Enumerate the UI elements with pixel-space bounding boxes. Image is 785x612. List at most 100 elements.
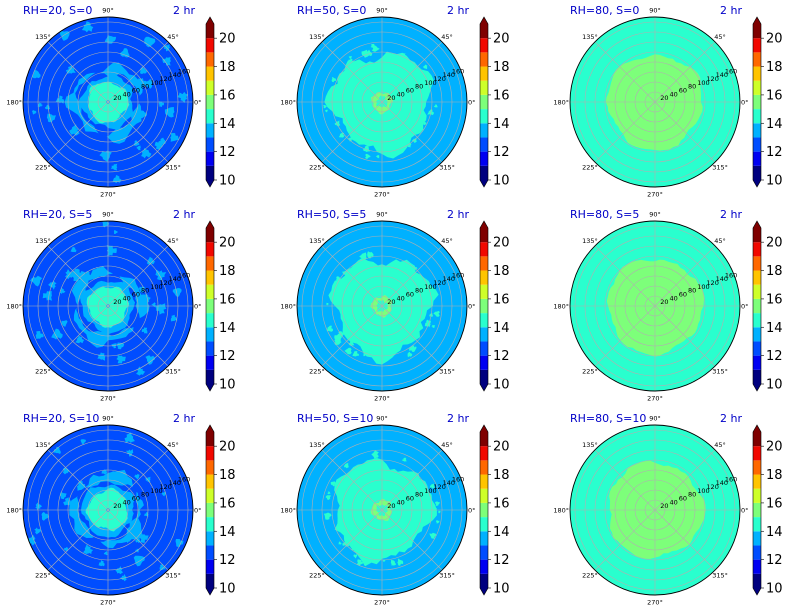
speckle — [62, 467, 70, 475]
colorbar-extend-top — [753, 17, 761, 24]
radial-tick-label: 140 — [169, 479, 181, 487]
colorbar-segment — [753, 284, 761, 299]
speckle — [414, 266, 418, 270]
angle-tick-label: 270° — [100, 394, 116, 402]
angular-gridline — [594, 449, 656, 511]
speckle — [138, 286, 146, 294]
polar-frame — [569, 220, 741, 392]
radial-tick-label: 120 — [706, 483, 718, 491]
radial-tick-label: 20 — [113, 298, 121, 306]
colorbar-tick-label: 20 — [219, 236, 236, 251]
angle-tick-label: 225° — [35, 571, 51, 579]
colorbar: 10 12 14 16 18 20 — [479, 16, 510, 189]
angular-gridline — [47, 41, 109, 103]
colorbar-tick-label: 18 — [766, 468, 783, 483]
radial-tick-label: 140 — [716, 71, 728, 79]
colorbar-segment — [206, 123, 214, 138]
angle-tick-label: 90° — [376, 414, 388, 422]
panel-title: RH=80, S=10 — [570, 412, 646, 425]
speckle — [413, 346, 417, 350]
angle-tick-label: 45° — [167, 33, 179, 41]
speckle — [136, 145, 141, 151]
colorbar-tick-label: 12 — [493, 349, 510, 364]
radial-tick-label: 100 — [150, 487, 162, 495]
colorbar-segment — [206, 355, 214, 370]
radial-tick-label: 20 — [387, 94, 395, 102]
speckle — [356, 559, 364, 566]
colorbar-extend-bottom — [480, 180, 488, 187]
radial-tick-label: 100 — [424, 79, 436, 87]
speckle — [325, 109, 328, 113]
speckle — [107, 35, 117, 44]
angular-gridline — [654, 305, 716, 367]
polar-grid — [570, 425, 740, 595]
angle-tick-label: 90° — [102, 6, 114, 14]
speckle — [427, 109, 434, 116]
colorbar-tick-label: 10 — [219, 582, 236, 597]
speckle — [338, 133, 345, 138]
colorbar-tick-label: 12 — [766, 349, 783, 364]
polar-frame — [22, 16, 194, 188]
angular-gridline — [107, 509, 169, 571]
colorbar-tick-label: 12 — [493, 145, 510, 160]
colorbar-segment — [480, 573, 488, 588]
angle-tick-label: 315° — [165, 163, 181, 171]
radial-tick-label: 20 — [660, 298, 668, 306]
colorbar-segment — [480, 123, 488, 138]
speckle — [327, 512, 331, 516]
speckle — [159, 564, 166, 571]
radial-tick-label: 40 — [122, 90, 130, 98]
panel-time-label: 2 hr — [720, 412, 742, 425]
speckle — [146, 256, 155, 265]
colorbar-segment — [480, 531, 488, 546]
colorbar-segment — [480, 298, 488, 314]
speckle — [435, 501, 440, 506]
polar-frame — [296, 16, 468, 188]
colorbar-segment — [206, 151, 214, 166]
colorbar-segment — [753, 256, 761, 271]
angular-gridline — [321, 305, 383, 367]
speckle — [391, 561, 397, 566]
colorbar-segment — [753, 94, 761, 110]
radial-tick-label: 140 — [169, 71, 181, 79]
radial-tick-label: 60 — [132, 291, 140, 299]
colorbar-segment — [480, 24, 488, 39]
colorbar-segment — [480, 517, 488, 532]
colorbar: 10 12 14 16 18 20 — [752, 16, 783, 189]
colorbar-segment — [753, 474, 761, 489]
colorbar-segment — [480, 94, 488, 110]
radial-tick-label: 40 — [396, 498, 404, 506]
angular-gridline — [47, 305, 109, 367]
colorbar: 10 12 14 16 18 20 — [205, 220, 236, 393]
radial-tick-label: 80 — [415, 83, 423, 91]
polar-frame — [569, 424, 741, 596]
radial-tick-label: 80 — [688, 83, 696, 91]
speckle — [134, 474, 140, 480]
polar-frame — [569, 16, 741, 188]
colorbar-segment — [480, 446, 488, 461]
colorbar-segment — [480, 151, 488, 166]
radial-tick-label: 20 — [387, 298, 395, 306]
angle-tick-label: 225° — [35, 367, 51, 375]
speckle — [353, 554, 357, 559]
colorbar-tick-label: 18 — [493, 468, 510, 483]
angle-tick-label: 45° — [441, 237, 453, 245]
angular-gridline — [381, 101, 443, 163]
radial-tick-label: 100 — [150, 79, 162, 87]
angular-gridline — [321, 101, 383, 163]
speckle — [34, 527, 42, 535]
angular-gridline — [321, 245, 383, 307]
angle-tick-label: 135° — [582, 237, 598, 245]
colorbar-segment — [206, 38, 214, 53]
colorbar-segment — [206, 313, 214, 328]
angle-tick-label: 135° — [35, 441, 51, 449]
radial-tick-label: 60 — [406, 291, 414, 299]
colorbar-segment — [480, 502, 488, 518]
colorbar-segment — [206, 488, 214, 503]
speckle — [436, 520, 440, 524]
speckle — [35, 502, 43, 511]
angular-gridline — [107, 305, 169, 367]
speckle — [338, 541, 342, 545]
colorbar-tick-label: 12 — [493, 553, 510, 568]
angle-tick-label: 315° — [165, 571, 181, 579]
